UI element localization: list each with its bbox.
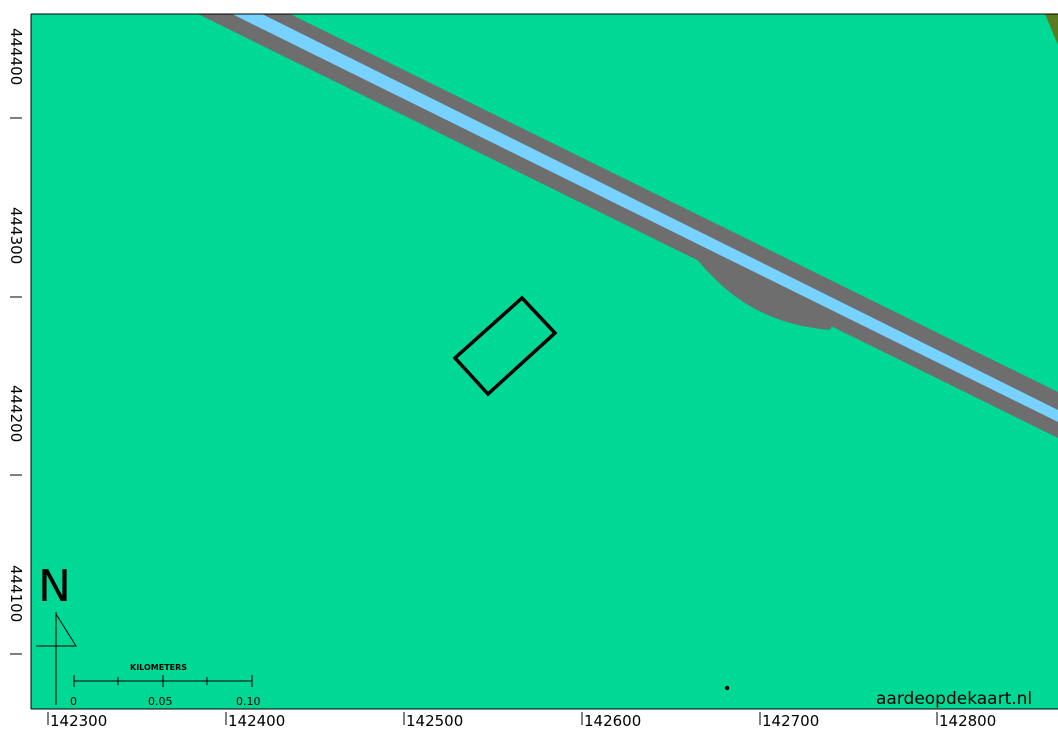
x-tick-label: 142400 <box>228 712 285 729</box>
corner-feature <box>1045 14 1058 45</box>
y-axis: 444400 444300 444200 444100 <box>7 28 25 655</box>
y-tick-label: 444100 <box>7 565 25 622</box>
north-letter: N <box>38 561 71 612</box>
scale-bar-title: KILOMETERS <box>130 663 187 672</box>
x-tick-label: 142600 <box>584 712 641 729</box>
map-credit: aardeopdekaart.nl <box>876 689 1032 709</box>
x-axis: 142300 142400 142500 142600 142700 14280… <box>47 712 996 729</box>
scale-bar-label: 0.05 <box>148 695 173 708</box>
x-tick-label: 142800 <box>939 712 996 729</box>
scale-bar-label: 0 <box>70 695 77 708</box>
land-area <box>31 14 1058 709</box>
y-tick-label: 444200 <box>7 385 25 442</box>
x-tick-label: 142700 <box>762 712 819 729</box>
y-tick-label: 444400 <box>7 28 25 85</box>
x-tick-label: 142300 <box>50 712 107 729</box>
scale-bar: KILOMETERS 0 0.05 0.10 <box>70 663 261 708</box>
road-with-waterway <box>198 14 1058 438</box>
y-tick-label: 444300 <box>7 207 25 264</box>
point-marker[interactable] <box>724 685 730 691</box>
parcel-outline[interactable] <box>452 295 558 397</box>
scale-bar-label: 0.10 <box>236 695 261 708</box>
x-tick-label: 142500 <box>406 712 463 729</box>
north-arrow: N <box>36 561 77 705</box>
